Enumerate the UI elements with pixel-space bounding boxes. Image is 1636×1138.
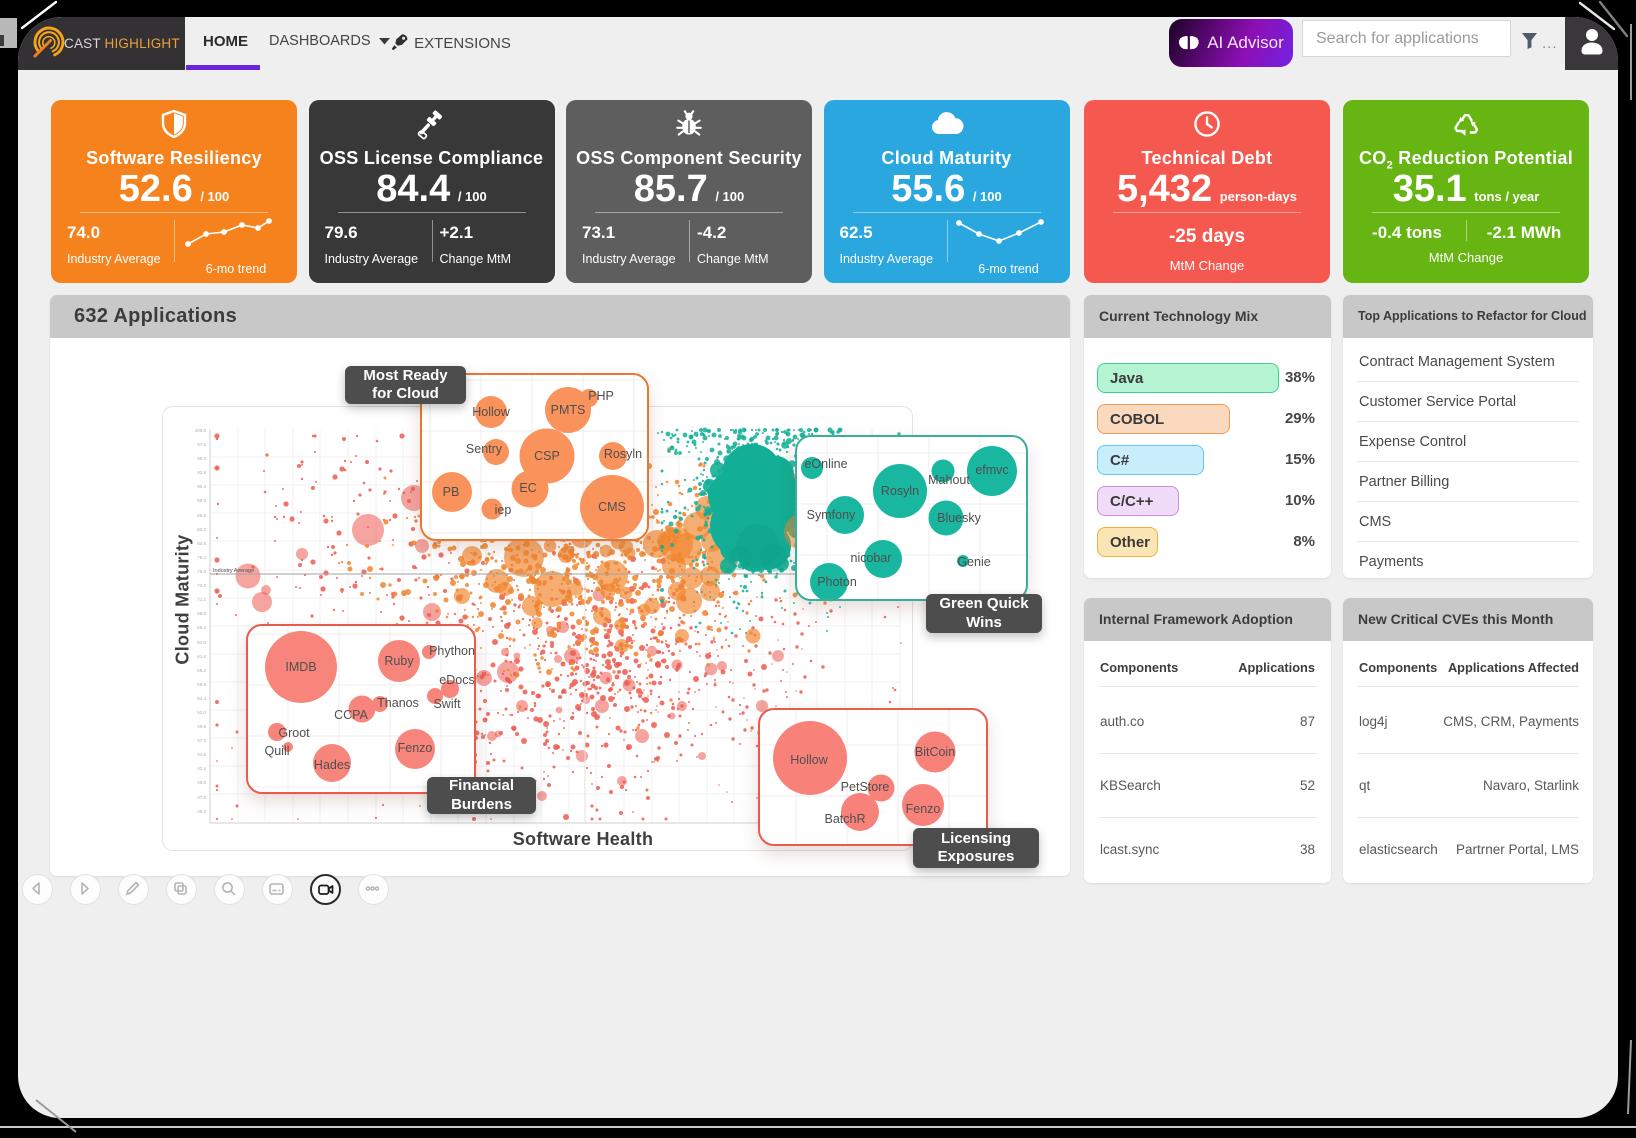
svg-text:47.2: 47.2	[197, 738, 206, 743]
svg-text:83.2: 83.2	[197, 527, 206, 532]
svg-text:92.8: 92.8	[197, 470, 206, 475]
svg-text:52.0: 52.0	[197, 710, 206, 715]
svg-text:100.0: 100.0	[195, 428, 207, 433]
svg-text:80.8: 80.8	[197, 541, 206, 546]
svg-text:54.4: 54.4	[197, 696, 206, 701]
svg-text:59.2: 59.2	[197, 668, 206, 673]
svg-text:76.0: 76.0	[197, 569, 206, 574]
svg-text:37.6: 37.6	[197, 795, 206, 800]
svg-text:73.6: 73.6	[197, 583, 206, 588]
svg-text:90.4: 90.4	[197, 484, 206, 489]
svg-text:56.8: 56.8	[197, 682, 206, 687]
svg-text:78.4: 78.4	[197, 555, 206, 560]
svg-text:66.4: 66.4	[197, 625, 206, 630]
svg-text:88.0: 88.0	[197, 498, 206, 503]
svg-text:64.0: 64.0	[197, 640, 206, 645]
svg-text:95.2: 95.2	[197, 456, 206, 461]
svg-text:61.6: 61.6	[197, 654, 206, 659]
svg-text:40.0: 40.0	[197, 780, 206, 785]
svg-text:Industry Average: Industry Average	[213, 568, 254, 574]
svg-text:49.6: 49.6	[197, 724, 206, 729]
svg-text:85.6: 85.6	[197, 513, 206, 518]
svg-text:35.2: 35.2	[197, 809, 206, 814]
svg-text:68.8: 68.8	[197, 611, 206, 616]
svg-text:42.4: 42.4	[197, 766, 206, 771]
svg-text:71.2: 71.2	[197, 597, 206, 602]
svg-text:97.6: 97.6	[197, 442, 206, 447]
svg-text:44.8: 44.8	[197, 752, 206, 757]
